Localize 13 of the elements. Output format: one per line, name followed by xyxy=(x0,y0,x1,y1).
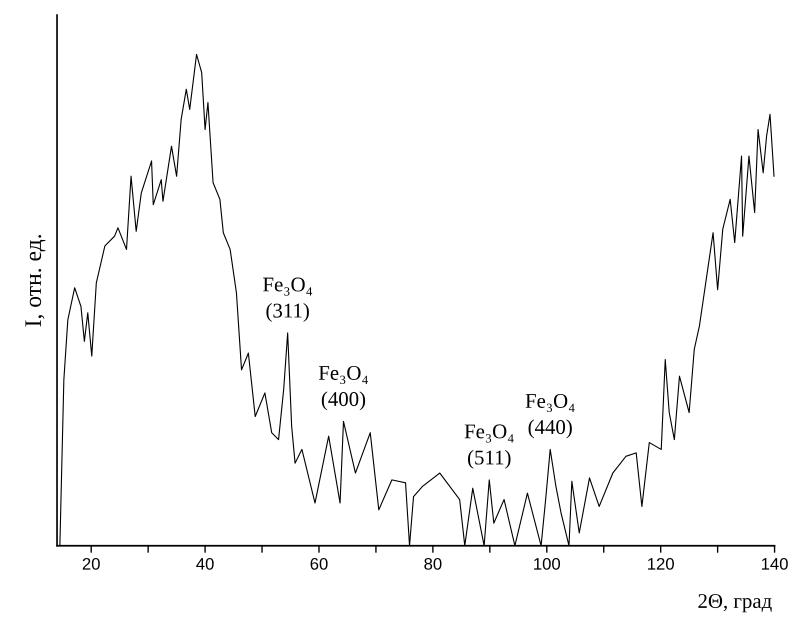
y-axis-title: I, отн. ед. xyxy=(25,234,46,327)
annotation: Fe₃O₄ (440) xyxy=(526,394,575,438)
x-tick-label: 40 xyxy=(196,558,214,570)
annotation: Fe₃O₄ (311) xyxy=(263,278,312,322)
x-tick-label: 100 xyxy=(534,558,560,570)
x-tick-label: 60 xyxy=(310,558,328,570)
x-tick-label: 20 xyxy=(82,558,100,570)
x-tick-label: 140 xyxy=(762,558,788,570)
annotation: Fe₃O₄ (400) xyxy=(318,366,368,410)
annotation: Fe₃O₄ (511) xyxy=(464,424,514,469)
x-tick-label: 120 xyxy=(648,558,674,570)
x-axis-title: 2Θ, град xyxy=(698,594,772,612)
x-tick-label: 80 xyxy=(424,558,442,570)
